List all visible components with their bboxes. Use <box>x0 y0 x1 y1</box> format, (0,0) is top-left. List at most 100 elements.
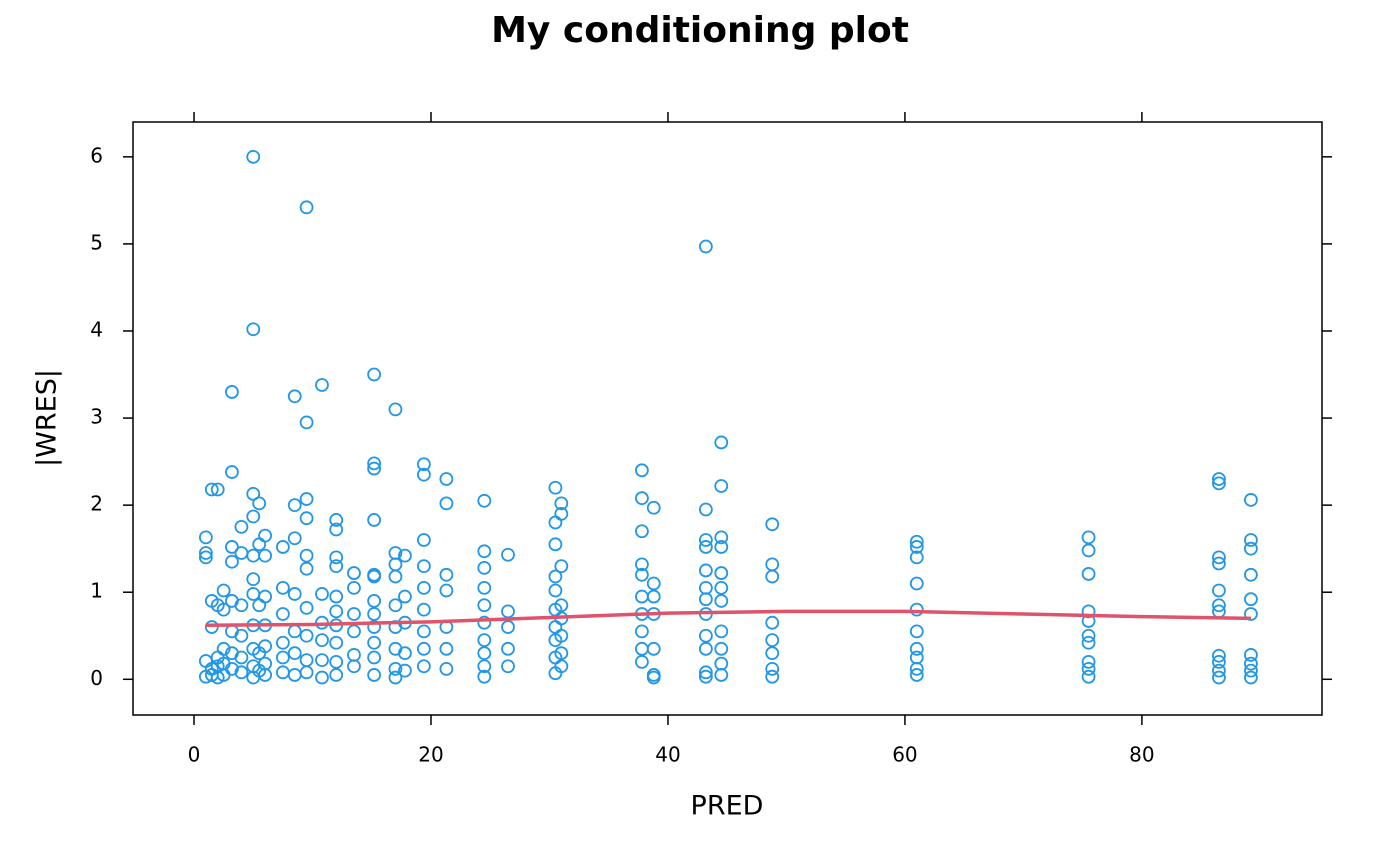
point <box>634 491 649 506</box>
point <box>634 641 649 656</box>
point <box>388 598 403 613</box>
point <box>329 589 344 604</box>
point <box>234 665 249 680</box>
point <box>477 560 492 575</box>
point <box>225 385 239 399</box>
point <box>501 620 515 634</box>
point <box>439 583 454 598</box>
y-tick-label: 0 <box>90 666 103 690</box>
point <box>698 239 713 254</box>
point <box>1081 604 1096 619</box>
point <box>439 661 454 676</box>
point <box>329 604 344 619</box>
point <box>698 669 713 684</box>
point <box>909 534 924 549</box>
point <box>275 665 290 680</box>
point <box>714 656 729 671</box>
point <box>698 533 713 547</box>
point <box>477 646 492 661</box>
point <box>698 665 713 680</box>
point <box>315 670 329 685</box>
point <box>1212 670 1226 685</box>
point <box>367 594 382 608</box>
point <box>398 548 412 563</box>
point <box>698 540 713 554</box>
point <box>329 668 344 682</box>
point <box>548 537 563 552</box>
point <box>275 635 290 650</box>
point <box>1212 663 1226 678</box>
point <box>225 661 239 676</box>
y-tick-label: 6 <box>90 143 103 167</box>
x-tick-label: 0 <box>188 743 201 767</box>
x-tick-label: 40 <box>655 743 680 767</box>
point <box>287 587 302 601</box>
point <box>909 668 924 682</box>
point <box>765 517 780 532</box>
point <box>477 544 492 559</box>
point <box>714 540 729 554</box>
point <box>398 646 412 661</box>
point <box>1244 493 1258 507</box>
point <box>1081 567 1096 581</box>
point <box>634 589 649 604</box>
y-tick-label: 3 <box>90 405 103 429</box>
point <box>329 654 344 669</box>
point <box>634 463 649 478</box>
point <box>477 598 492 613</box>
point <box>398 589 412 604</box>
point <box>258 668 273 682</box>
point <box>714 479 729 493</box>
point <box>329 635 344 650</box>
point <box>367 668 382 682</box>
point <box>698 580 713 595</box>
point <box>714 641 729 656</box>
point <box>234 628 249 643</box>
chart-title: My conditioning plot <box>491 10 909 51</box>
point <box>698 628 713 643</box>
point <box>347 624 361 639</box>
point <box>501 659 515 674</box>
point <box>258 548 273 563</box>
point <box>1244 533 1258 547</box>
point <box>416 641 431 656</box>
point <box>329 550 344 565</box>
point <box>909 576 924 591</box>
point <box>299 561 314 576</box>
point <box>634 524 649 539</box>
point <box>439 641 454 656</box>
point <box>315 633 329 648</box>
point <box>287 668 302 682</box>
x-tick-label: 60 <box>892 743 917 767</box>
point <box>554 598 569 613</box>
point <box>765 661 780 676</box>
point <box>234 650 249 665</box>
point <box>234 546 249 560</box>
point <box>299 653 314 668</box>
point <box>501 547 515 562</box>
point <box>548 480 563 495</box>
point <box>246 486 261 501</box>
point <box>765 557 780 572</box>
point <box>299 511 314 526</box>
point <box>287 498 302 513</box>
point <box>299 492 314 506</box>
point <box>1244 592 1258 607</box>
point <box>714 530 729 545</box>
point <box>548 515 563 530</box>
point <box>246 509 261 524</box>
point <box>548 569 563 584</box>
point <box>329 559 344 573</box>
point <box>1244 656 1258 671</box>
point <box>501 604 515 619</box>
point <box>698 563 713 578</box>
y-axis-label: |WRES| <box>32 369 63 467</box>
point <box>416 559 431 573</box>
point <box>554 559 569 573</box>
point <box>299 200 314 215</box>
point <box>698 641 713 656</box>
x-axis-label: PRED <box>691 791 764 822</box>
point <box>714 594 729 608</box>
point <box>315 653 329 668</box>
point <box>388 402 403 417</box>
